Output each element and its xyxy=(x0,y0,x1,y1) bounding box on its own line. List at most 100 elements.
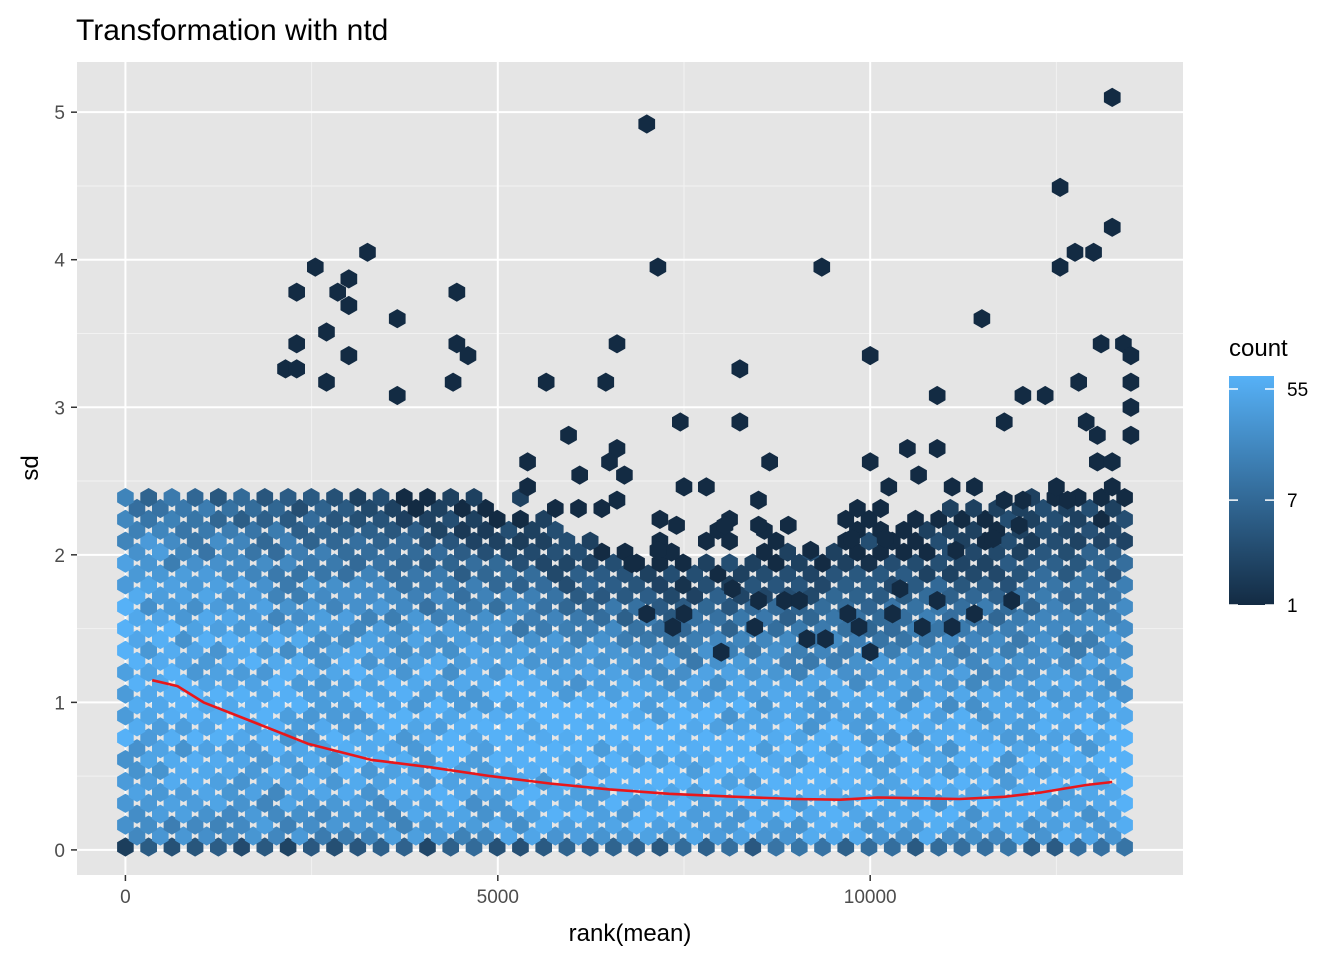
hex-cell xyxy=(477,826,494,846)
hex-cell xyxy=(639,739,657,759)
hex-cell xyxy=(384,629,401,650)
hex-cell xyxy=(872,673,889,693)
hex-cell xyxy=(1000,684,1017,704)
hex-cell xyxy=(1104,608,1122,628)
hex-cell xyxy=(535,597,552,617)
hex-cell xyxy=(361,520,378,540)
hex-cell xyxy=(1081,629,1099,650)
hex-cell xyxy=(732,564,750,584)
hex-cell xyxy=(244,695,262,715)
hex-cell xyxy=(256,553,274,573)
hex-cell xyxy=(430,760,448,781)
hex-cell xyxy=(767,706,785,726)
hex-cell xyxy=(779,695,796,715)
hex-cell xyxy=(1023,531,1040,551)
hex-cell xyxy=(1000,771,1017,792)
hex-cell xyxy=(163,662,181,682)
hex-cell xyxy=(337,586,355,606)
hex-cell xyxy=(268,695,285,715)
hex-cell xyxy=(372,488,390,508)
hex-cell xyxy=(570,695,587,715)
hex-cell-outlier xyxy=(899,439,916,459)
hex-cell xyxy=(674,771,692,792)
hex-cell xyxy=(128,673,146,693)
hex-cell xyxy=(419,771,436,792)
hex-cell-outlier xyxy=(861,642,879,662)
hex-cell xyxy=(547,608,564,628)
hex-cell xyxy=(732,651,750,671)
hex-cell xyxy=(384,520,401,540)
hex-cell xyxy=(547,520,564,540)
hex-cell-outlier xyxy=(288,282,305,302)
hex-cell xyxy=(349,662,367,682)
hex-cell xyxy=(593,629,611,650)
hex-cell xyxy=(395,837,413,857)
hex-cell xyxy=(779,651,796,671)
hex-cell xyxy=(767,575,785,595)
hex-cell xyxy=(721,553,738,573)
hex-cell xyxy=(314,717,332,737)
hex-cell xyxy=(175,586,192,606)
hex-cell-outlier xyxy=(1014,385,1032,406)
hex-cell xyxy=(186,706,204,726)
hex-cell xyxy=(361,782,378,802)
hex-cell xyxy=(547,564,564,584)
hex-cell xyxy=(1104,629,1122,650)
hex-cell xyxy=(128,695,146,715)
hex-cell xyxy=(547,542,564,562)
hex-cell xyxy=(152,608,169,628)
hex-cell xyxy=(698,750,715,770)
hex-cell xyxy=(430,739,448,759)
hex-cell xyxy=(326,750,343,770)
hex-cell xyxy=(547,651,564,671)
hex-cell xyxy=(698,597,715,617)
hex-cell xyxy=(895,542,913,562)
hex-cell xyxy=(372,837,390,857)
hex-cell xyxy=(152,520,169,540)
hex-cell xyxy=(1093,793,1110,813)
hex-cell xyxy=(732,804,750,824)
hex-cell xyxy=(326,684,343,704)
hex-cell xyxy=(767,837,785,857)
hex-cell xyxy=(279,793,297,813)
hex-cell xyxy=(547,717,564,737)
hex-cell xyxy=(721,771,738,792)
hex-cell xyxy=(198,498,216,519)
hex-cell xyxy=(1081,782,1099,802)
hex-cell-outlier xyxy=(560,425,577,445)
hex-cell xyxy=(1116,531,1133,551)
hex-cell xyxy=(837,640,855,660)
hex-cell xyxy=(198,673,216,693)
hex-cell xyxy=(419,728,436,748)
hex-cell xyxy=(268,673,285,693)
hex-cell xyxy=(976,728,994,748)
hex-cell xyxy=(117,553,134,573)
hex-cell xyxy=(128,717,146,737)
hex-cell xyxy=(1000,815,1017,835)
hex-cell xyxy=(349,531,367,551)
hex-cell xyxy=(1035,760,1052,781)
hex-cell xyxy=(779,542,796,562)
hex-cell xyxy=(407,542,425,562)
hex-cell xyxy=(628,815,645,835)
hex-cell xyxy=(1104,673,1122,693)
hex-cell xyxy=(152,542,169,562)
hex-cell-outlier xyxy=(943,617,961,637)
hex-cell xyxy=(558,619,576,639)
hex-cell xyxy=(454,717,471,737)
hex-cell xyxy=(825,673,843,693)
hex-cell xyxy=(279,662,297,682)
hex-cell-outlier xyxy=(802,540,819,560)
hex-cell xyxy=(767,684,785,704)
hex-cell xyxy=(477,673,494,693)
hex-cell xyxy=(1058,629,1075,650)
hex-cell xyxy=(570,717,587,737)
hex-cell xyxy=(674,553,692,573)
hex-cell xyxy=(523,739,541,759)
hex-cell xyxy=(1093,771,1110,792)
hex-cell xyxy=(895,804,913,824)
hex-cell xyxy=(988,826,1006,846)
hex-cell xyxy=(419,706,436,726)
hex-cell xyxy=(384,739,401,759)
hex-cell xyxy=(512,619,529,639)
